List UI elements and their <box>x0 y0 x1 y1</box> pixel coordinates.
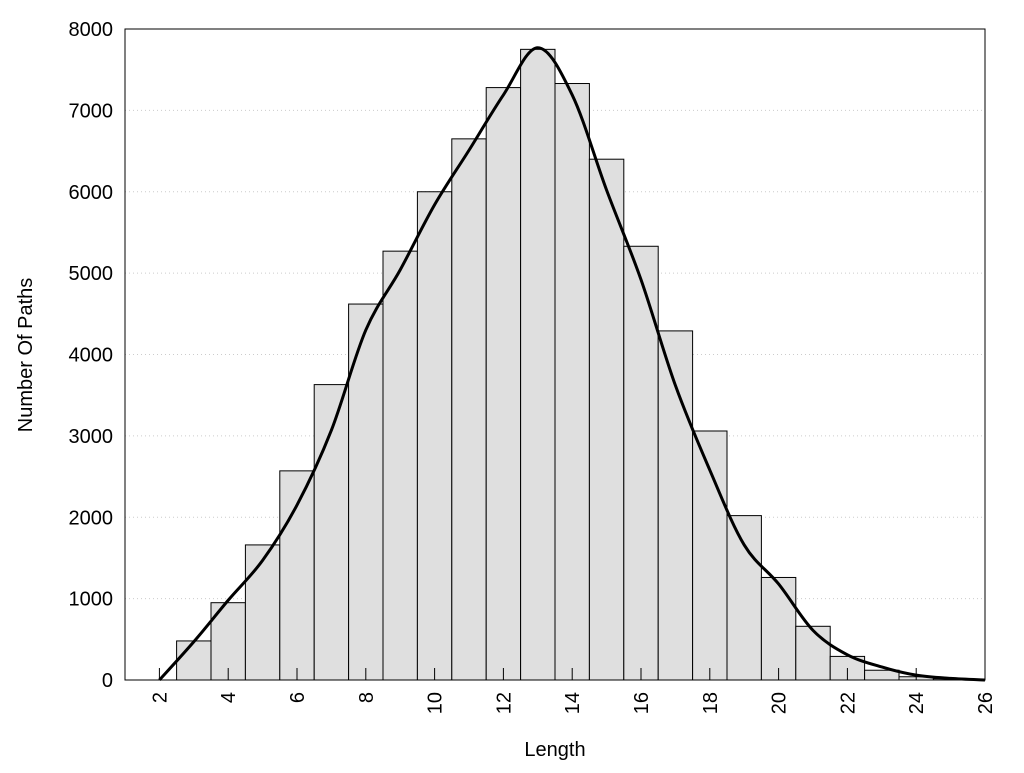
bar <box>726 515 762 681</box>
bar <box>485 87 522 681</box>
density-curve <box>158 46 986 682</box>
bar <box>588 158 625 681</box>
x-tick-label: 14 <box>562 692 584 714</box>
bar <box>244 544 281 681</box>
x-tick-label: 18 <box>700 692 722 714</box>
x-tick-label: 6 <box>287 692 309 703</box>
y-tick-label: 1000 <box>69 589 114 611</box>
bar <box>554 83 590 681</box>
y-tick-label: 5000 <box>69 263 114 285</box>
x-tick-label: 22 <box>837 692 859 714</box>
x-tick-label: 12 <box>493 692 515 714</box>
plot-frame <box>124 28 986 681</box>
x-tick-label: 8 <box>356 692 378 703</box>
y-tick-label: 3000 <box>69 426 114 448</box>
x-axis-label: Length <box>524 739 585 761</box>
y-tick-label: 8000 <box>69 19 114 41</box>
bar <box>176 640 212 681</box>
y-tick-label: 2000 <box>69 507 114 529</box>
bar <box>795 625 831 681</box>
y-axis-label: Number Of Paths <box>15 278 37 433</box>
bar <box>451 138 487 681</box>
bar <box>623 245 659 681</box>
bar <box>382 250 418 681</box>
bar <box>520 48 556 681</box>
x-tick-label: 10 <box>425 692 447 714</box>
x-tick-label: 2 <box>149 692 171 703</box>
bar <box>416 191 453 681</box>
y-tick-label: 6000 <box>69 182 114 204</box>
y-tick-label: 4000 <box>69 345 114 367</box>
x-tick-label: 24 <box>906 692 928 714</box>
y-tick-label: 7000 <box>69 100 114 122</box>
x-tick-label: 20 <box>769 692 791 714</box>
y-tick-label: 0 <box>102 670 113 692</box>
x-tick-label: 26 <box>975 692 997 714</box>
x-tick-label: 16 <box>631 692 653 714</box>
x-tick-label: 4 <box>218 692 240 703</box>
bar <box>760 576 797 681</box>
